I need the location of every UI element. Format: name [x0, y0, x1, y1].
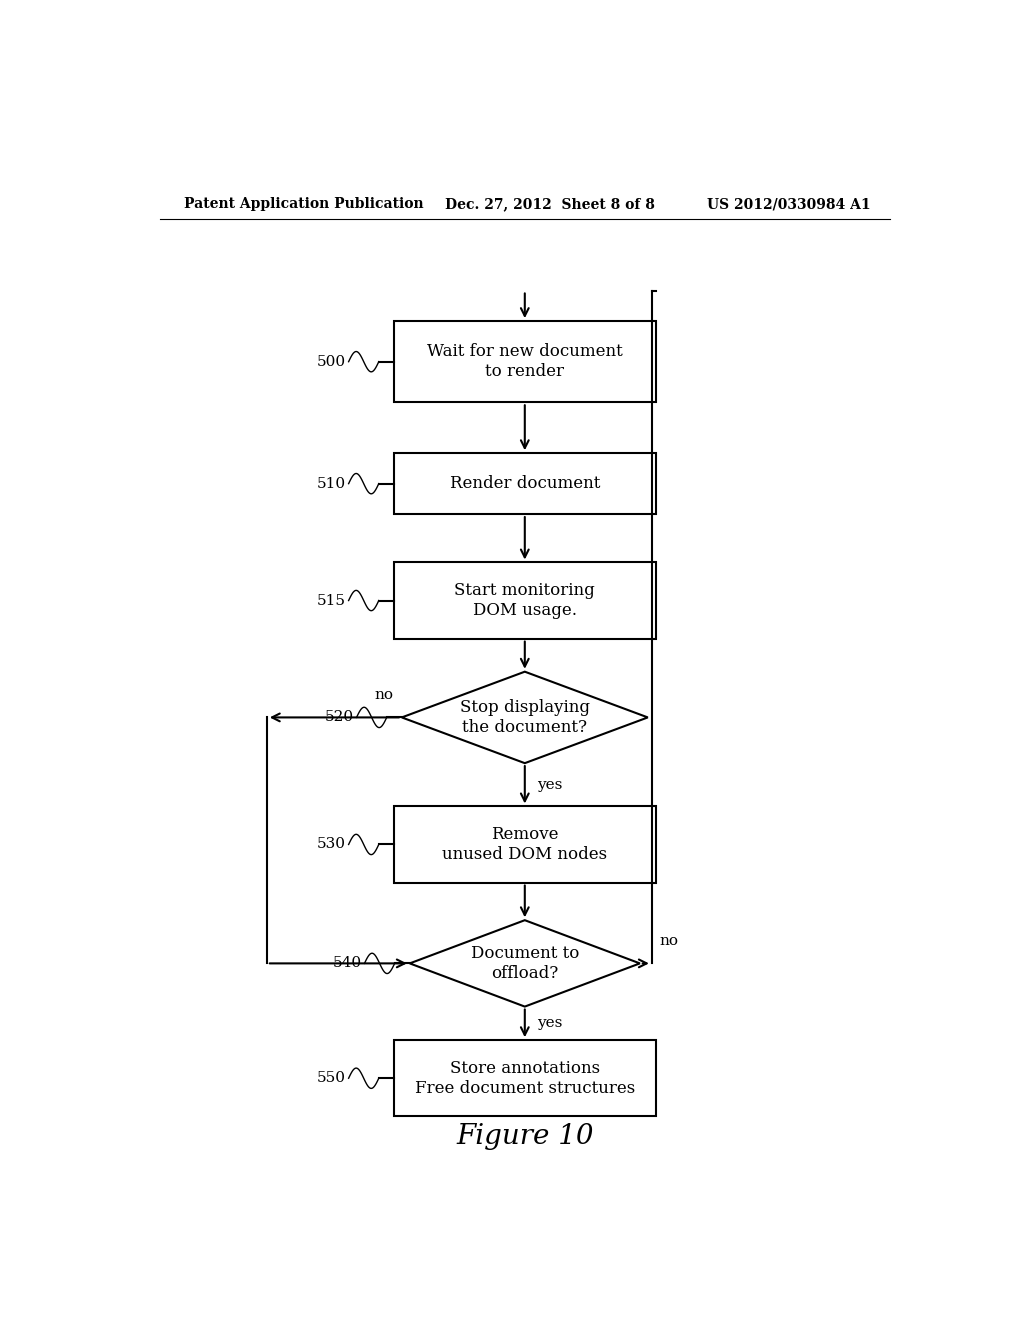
Text: Wait for new document
to render: Wait for new document to render — [427, 343, 623, 380]
Text: 520: 520 — [325, 710, 354, 725]
FancyBboxPatch shape — [394, 321, 655, 403]
Text: 550: 550 — [317, 1072, 346, 1085]
FancyBboxPatch shape — [394, 1040, 655, 1117]
Text: 530: 530 — [317, 837, 346, 851]
Text: Patent Application Publication: Patent Application Publication — [183, 197, 423, 211]
Text: Stop displaying
the document?: Stop displaying the document? — [460, 700, 590, 735]
Text: Remove
unused DOM nodes: Remove unused DOM nodes — [442, 826, 607, 863]
Text: Document to
offload?: Document to offload? — [471, 945, 579, 982]
Text: 515: 515 — [317, 594, 346, 607]
Text: no: no — [659, 935, 679, 948]
FancyBboxPatch shape — [394, 453, 655, 515]
Text: no: no — [375, 688, 394, 702]
Text: yes: yes — [537, 1016, 562, 1031]
Text: 510: 510 — [317, 477, 346, 491]
FancyBboxPatch shape — [394, 807, 655, 883]
Polygon shape — [401, 672, 648, 763]
Text: Figure 10: Figure 10 — [456, 1123, 594, 1150]
Text: yes: yes — [537, 777, 562, 792]
Text: Start monitoring
DOM usage.: Start monitoring DOM usage. — [455, 582, 595, 619]
Text: 540: 540 — [333, 957, 362, 970]
FancyBboxPatch shape — [394, 562, 655, 639]
Polygon shape — [410, 920, 640, 1007]
Text: Render document: Render document — [450, 475, 600, 492]
Text: US 2012/0330984 A1: US 2012/0330984 A1 — [708, 197, 871, 211]
Text: Dec. 27, 2012  Sheet 8 of 8: Dec. 27, 2012 Sheet 8 of 8 — [445, 197, 655, 211]
Text: 500: 500 — [317, 355, 346, 368]
Text: Store annotations
Free document structures: Store annotations Free document structur… — [415, 1060, 635, 1097]
